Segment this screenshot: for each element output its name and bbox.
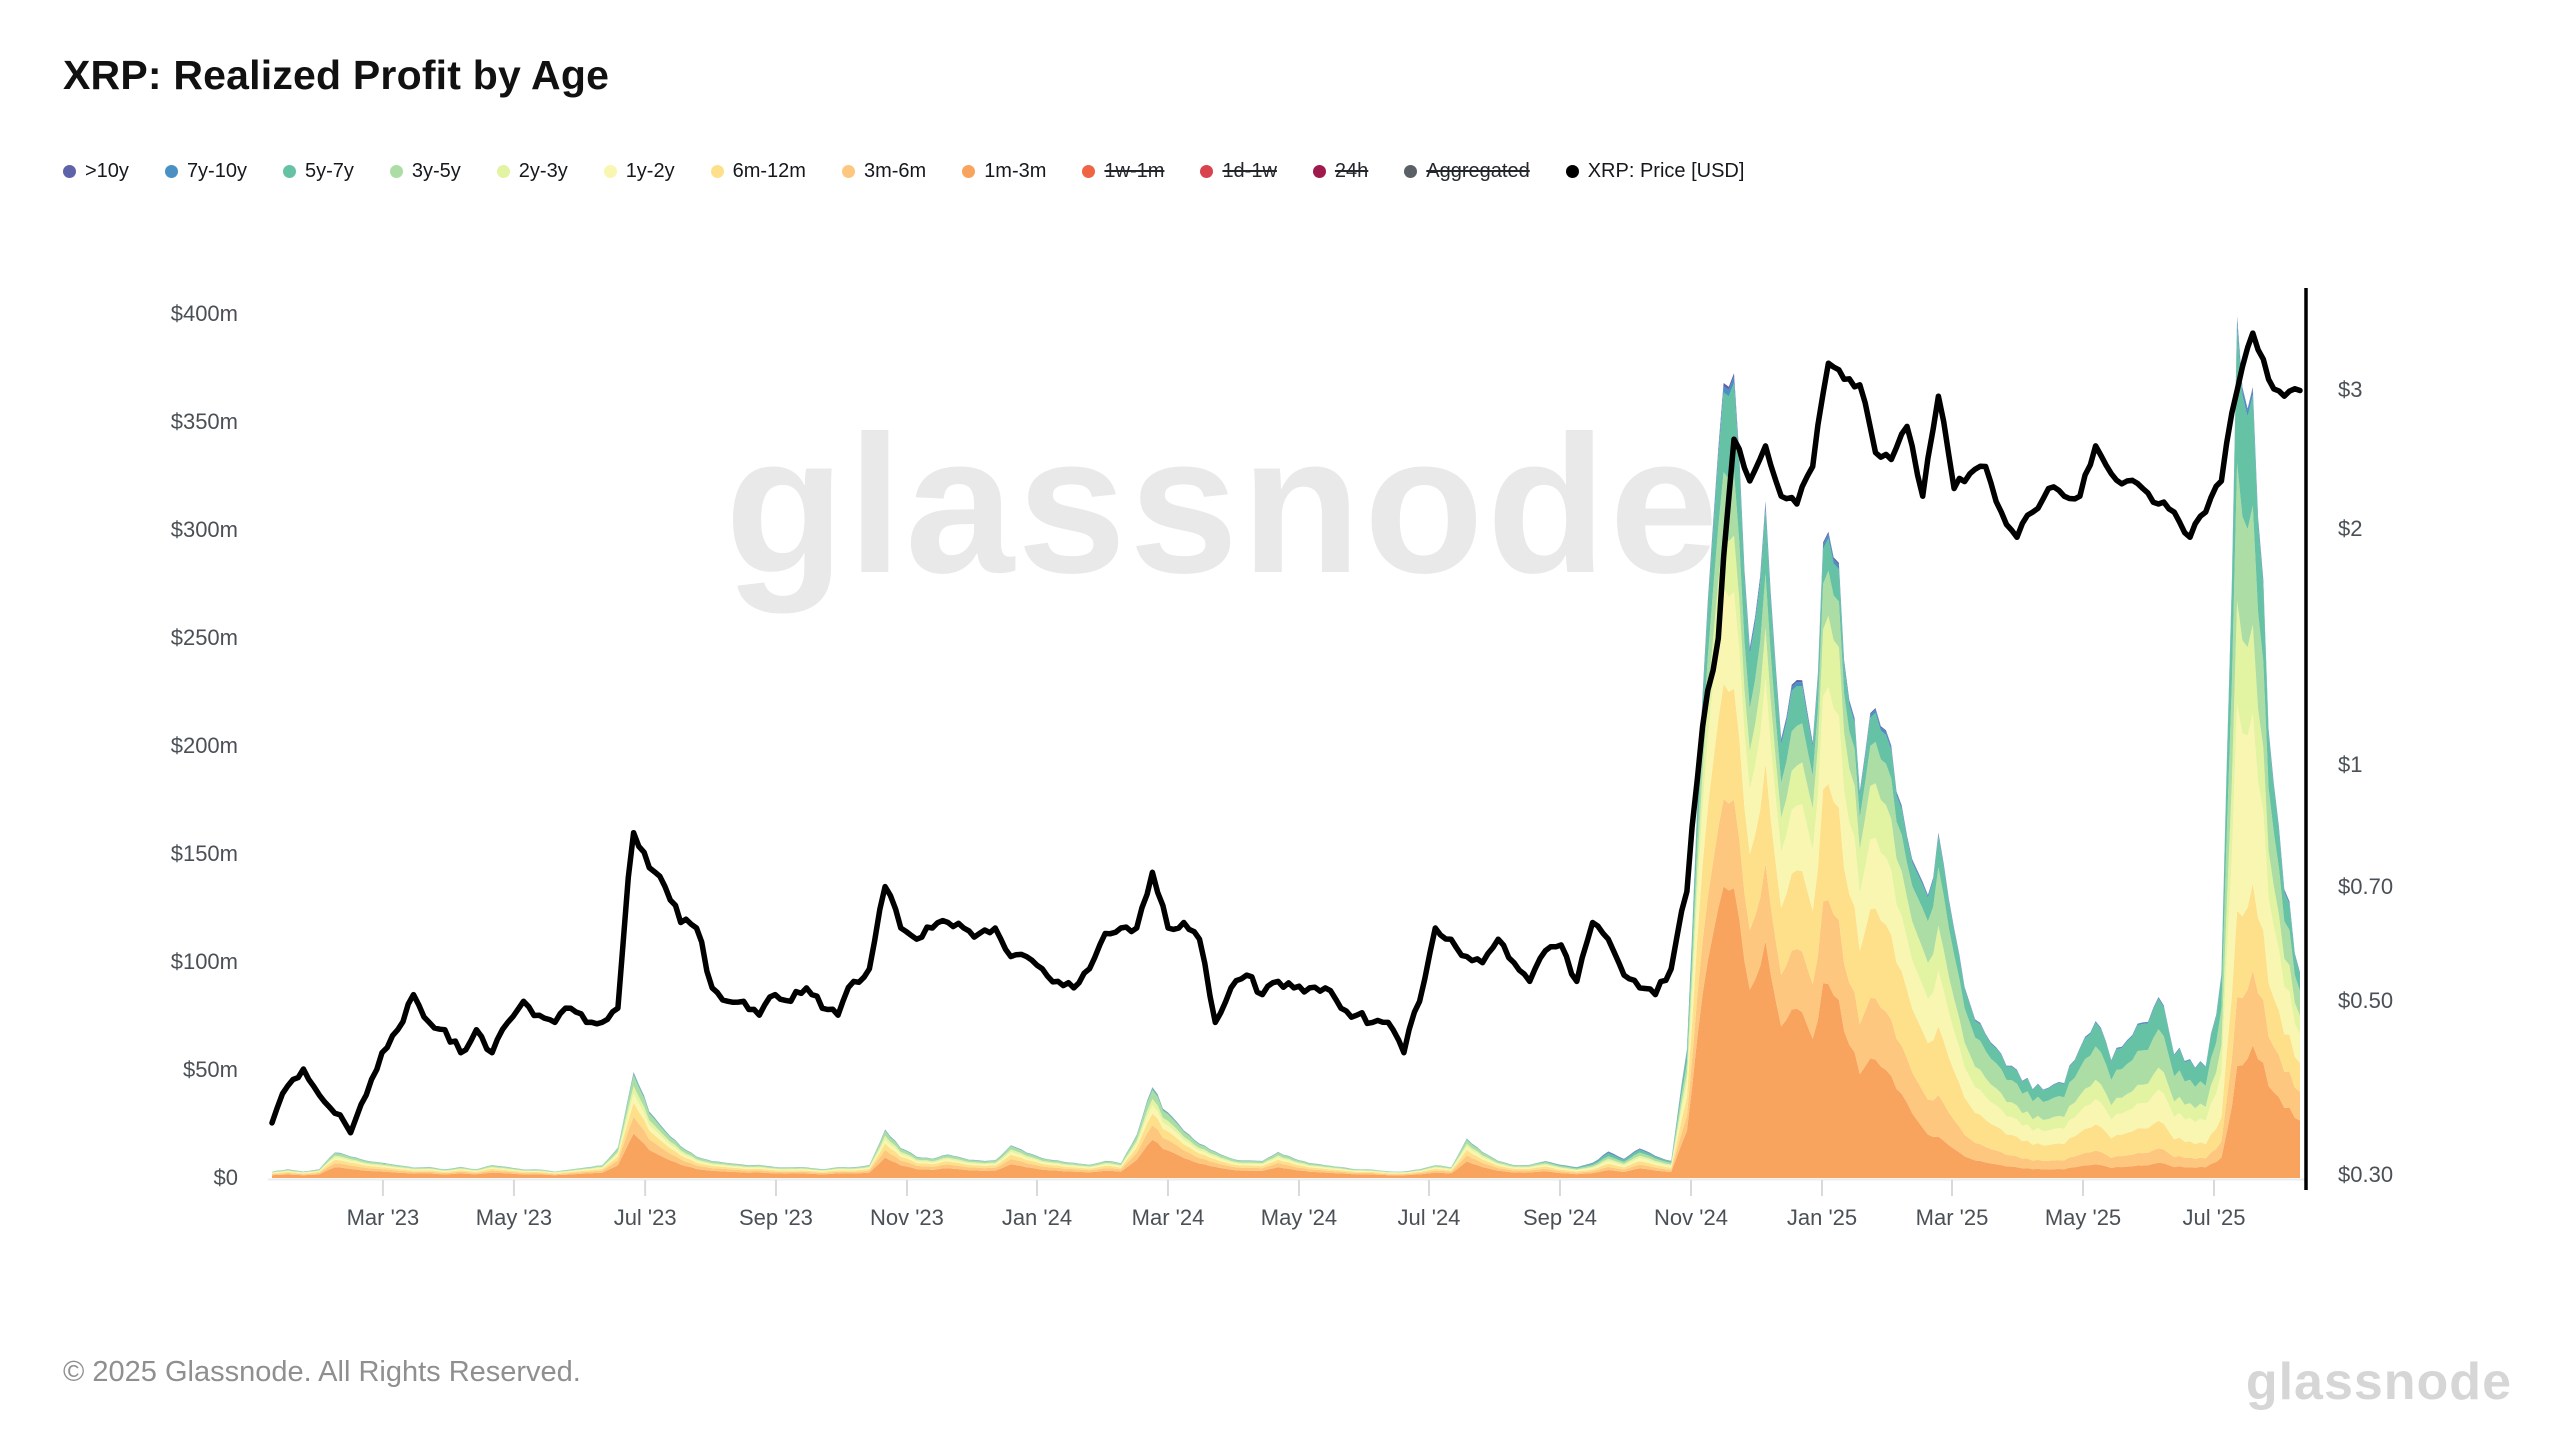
x-axis-tick: Mar '25 — [1915, 1205, 1989, 1230]
x-axis-tick: Nov '23 — [870, 1205, 944, 1230]
left-axis-tick: $250m — [170, 625, 238, 650]
left-axis-tick: $150m — [170, 841, 238, 866]
brand-logo: glassnode — [2245, 1353, 2512, 1411]
legend-item-6m-12m[interactable]: 6m-12m — [710, 160, 806, 183]
legend-dot-1y-2y — [603, 165, 617, 178]
x-axis-tick: Jan '24 — [1001, 1205, 1073, 1230]
x-axis-tick: May '23 — [475, 1205, 553, 1230]
legend-item-xrp-price[interactable]: XRP: Price [USD] — [1565, 160, 1745, 183]
legend-item-3y-5y[interactable]: 3y-5y — [389, 160, 461, 183]
legend-label-1w-1m: 1w-1m — [1104, 160, 1165, 182]
right-axis-tick: $1 — [2338, 752, 2363, 777]
x-axis-tick: Jan '25 — [1786, 1205, 1858, 1230]
x-axis-tick: Mar '23 — [346, 1205, 420, 1230]
right-axis-tick: $3 — [2338, 377, 2363, 403]
legend-label-1m-3m: 1m-3m — [984, 160, 1047, 182]
legend-dot-aggregated — [1404, 165, 1418, 178]
legend-dot-7y-10y — [164, 165, 178, 178]
legend-dot-24h — [1312, 165, 1326, 178]
legend-item-3m-6m[interactable]: 3m-6m — [841, 160, 927, 183]
x-axis-tick: Nov '24 — [1654, 1205, 1728, 1230]
price-line — [269, 330, 2303, 1136]
x-axis-tick: Jul '23 — [613, 1205, 677, 1230]
right-axis-tick: $2 — [2338, 515, 2363, 541]
right-axis-tick: $0.30 — [2338, 1162, 2394, 1188]
legend-item-gt10y[interactable]: >10y — [63, 160, 129, 183]
legend-label-7y-10y: 7y-10y — [186, 160, 247, 182]
legend-item-2y-3y[interactable]: 2y-3y — [496, 160, 568, 183]
legend-item-7y-10y[interactable]: 7y-10y — [164, 160, 247, 183]
x-axis-tick: May '25 — [2044, 1205, 2122, 1230]
legend-label-6m-12m: 6m-12m — [732, 160, 806, 182]
x-axis-tick: Jul '24 — [1397, 1205, 1461, 1230]
legend-label-1d-1w: 1d-1w — [1222, 160, 1277, 182]
right-axis-tick: $0.70 — [2338, 873, 2394, 899]
legend-dot-1m-3m — [962, 165, 976, 178]
left-axis-tick: $100m — [170, 949, 238, 974]
legend-dot-2y-3y — [496, 165, 510, 178]
legend-item-1y-2y[interactable]: 1y-2y — [603, 160, 675, 183]
left-axis-tick: $0 — [213, 1165, 238, 1190]
x-axis-tick: Mar '24 — [1131, 1205, 1205, 1230]
legend-dot-6m-12m — [710, 165, 724, 178]
legend-item-1m-3m[interactable]: 1m-3m — [962, 160, 1046, 183]
legend-dot-3m-6m — [841, 165, 855, 178]
legend-item-1d-1w[interactable]: 1d-1w — [1200, 160, 1277, 183]
left-axis-tick: $350m — [170, 409, 238, 434]
legend: >10y 7y-10y 5y-7y 3y-5y 2y-3y 1y-2y 6m-12m 3m-6… — [63, 160, 1744, 183]
left-axis-tick: $300m — [170, 517, 238, 542]
legend-dot-5y-7y — [282, 165, 296, 178]
x-axis-tick: Sep '23 — [738, 1205, 813, 1230]
legend-label-1y-2y: 1y-2y — [625, 160, 675, 182]
legend-dot-3y-5y — [389, 165, 403, 178]
area-6m-12m — [272, 684, 2300, 1178]
legend-label-3y-5y: 3y-5y — [411, 160, 461, 182]
area-2y-3y — [272, 533, 2300, 1178]
page-title: XRP: Realized Profit by Age — [63, 52, 610, 98]
legend-item-24h[interactable]: 24h — [1312, 160, 1369, 183]
legend-dot-gt10y — [63, 165, 76, 178]
legend-label-gt10y: >10y — [85, 160, 129, 182]
x-axis-tick: Jul '25 — [2182, 1205, 2246, 1230]
copyright-text: © 2025 Glassnode. All Rights Reserved. — [63, 1356, 581, 1388]
legend-dot-xrp-price — [1565, 165, 1579, 178]
legend-item-aggregated[interactable]: Aggregated — [1404, 160, 1530, 183]
legend-label-2y-3y: 2y-3y — [518, 160, 568, 182]
left-axis-tick: $400m — [170, 301, 238, 326]
area-5y-7y — [272, 325, 2300, 1178]
left-axis-tick: $50m — [182, 1057, 238, 1082]
legend-item-5y-7y[interactable]: 5y-7y — [282, 160, 354, 183]
legend-label-24h: 24h — [1334, 160, 1369, 182]
legend-dot-1d-1w — [1200, 165, 1214, 178]
legend-label-aggregated: Aggregated — [1426, 160, 1530, 182]
legend-label-xrp-price: XRP: Price [USD] — [1587, 160, 1745, 182]
x-axis-tick: Sep '24 — [1523, 1205, 1597, 1230]
left-axis-tick: $200m — [170, 733, 238, 758]
area-1m-3m — [272, 886, 2300, 1178]
legend-dot-1w-1m — [1082, 165, 1096, 178]
legend-label-5y-7y: 5y-7y — [304, 160, 354, 182]
legend-label-3m-6m: 3m-6m — [863, 160, 927, 182]
area-3y-5y — [272, 462, 2300, 1178]
area-1y-2y — [272, 588, 2300, 1178]
x-axis-tick: May '24 — [1260, 1205, 1338, 1230]
right-axis-tick: $0.50 — [2338, 988, 2394, 1014]
legend-item-1w-1m[interactable]: 1w-1m — [1082, 160, 1164, 183]
